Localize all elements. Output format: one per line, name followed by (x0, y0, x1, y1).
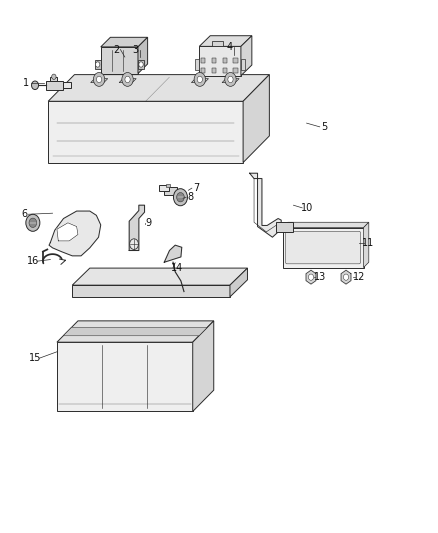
Text: 12: 12 (353, 272, 365, 282)
FancyBboxPatch shape (95, 60, 101, 69)
Polygon shape (283, 222, 369, 228)
Polygon shape (101, 37, 148, 47)
Circle shape (93, 72, 105, 86)
Polygon shape (63, 327, 208, 336)
Circle shape (308, 274, 314, 280)
FancyBboxPatch shape (46, 81, 63, 90)
FancyBboxPatch shape (233, 68, 238, 73)
Polygon shape (72, 268, 247, 285)
Polygon shape (243, 75, 269, 163)
Text: 7: 7 (193, 183, 199, 193)
Polygon shape (119, 79, 136, 83)
Circle shape (228, 76, 233, 83)
FancyBboxPatch shape (212, 58, 216, 63)
Circle shape (125, 76, 130, 83)
Polygon shape (306, 270, 316, 284)
Polygon shape (199, 46, 241, 76)
Polygon shape (193, 321, 214, 411)
FancyBboxPatch shape (241, 59, 245, 70)
Text: 4: 4 (227, 42, 233, 52)
Text: 6: 6 (21, 209, 27, 219)
Text: 8: 8 (187, 192, 194, 202)
Circle shape (96, 76, 102, 83)
FancyBboxPatch shape (212, 41, 223, 46)
Text: 5: 5 (321, 122, 327, 132)
Polygon shape (341, 270, 351, 284)
Polygon shape (48, 101, 243, 163)
Polygon shape (364, 222, 369, 268)
FancyBboxPatch shape (223, 58, 227, 63)
Circle shape (95, 62, 100, 67)
Circle shape (139, 62, 143, 67)
Circle shape (225, 72, 236, 86)
Circle shape (130, 239, 138, 249)
Circle shape (343, 274, 349, 280)
Polygon shape (250, 173, 281, 237)
Text: 13: 13 (314, 272, 326, 282)
Text: 14: 14 (171, 263, 184, 272)
FancyBboxPatch shape (201, 58, 205, 63)
FancyBboxPatch shape (212, 68, 216, 73)
Polygon shape (101, 47, 138, 74)
FancyBboxPatch shape (164, 187, 177, 195)
Polygon shape (199, 36, 252, 46)
Text: 15: 15 (29, 353, 41, 363)
Text: 9: 9 (146, 218, 152, 228)
Circle shape (52, 74, 56, 79)
Polygon shape (164, 245, 182, 262)
Polygon shape (91, 79, 108, 83)
Polygon shape (57, 342, 193, 411)
FancyBboxPatch shape (233, 58, 238, 63)
Circle shape (29, 218, 37, 228)
Polygon shape (49, 211, 101, 256)
Circle shape (173, 189, 187, 206)
FancyBboxPatch shape (223, 68, 227, 73)
Circle shape (26, 214, 40, 231)
Polygon shape (191, 79, 208, 83)
Text: 16: 16 (27, 256, 39, 266)
Polygon shape (241, 36, 252, 76)
Text: 3: 3 (133, 45, 139, 54)
Circle shape (177, 192, 184, 202)
FancyBboxPatch shape (50, 77, 57, 81)
Polygon shape (222, 79, 239, 83)
Polygon shape (283, 228, 364, 268)
Circle shape (122, 72, 133, 86)
FancyBboxPatch shape (201, 68, 205, 73)
FancyBboxPatch shape (138, 60, 144, 69)
Polygon shape (72, 285, 230, 297)
Text: 2: 2 (113, 45, 119, 54)
Polygon shape (57, 321, 214, 342)
Polygon shape (230, 268, 247, 297)
FancyBboxPatch shape (63, 82, 71, 88)
FancyBboxPatch shape (276, 222, 293, 232)
Circle shape (194, 72, 205, 86)
Circle shape (197, 76, 202, 83)
Text: 10: 10 (300, 203, 313, 213)
FancyBboxPatch shape (286, 231, 360, 264)
Polygon shape (48, 75, 269, 101)
FancyBboxPatch shape (166, 184, 170, 187)
Circle shape (32, 81, 39, 90)
Polygon shape (138, 37, 148, 74)
Polygon shape (57, 223, 78, 241)
FancyBboxPatch shape (159, 185, 169, 191)
Text: 1: 1 (23, 78, 29, 87)
FancyBboxPatch shape (195, 59, 199, 70)
Polygon shape (129, 205, 145, 251)
Text: 11: 11 (362, 238, 374, 247)
